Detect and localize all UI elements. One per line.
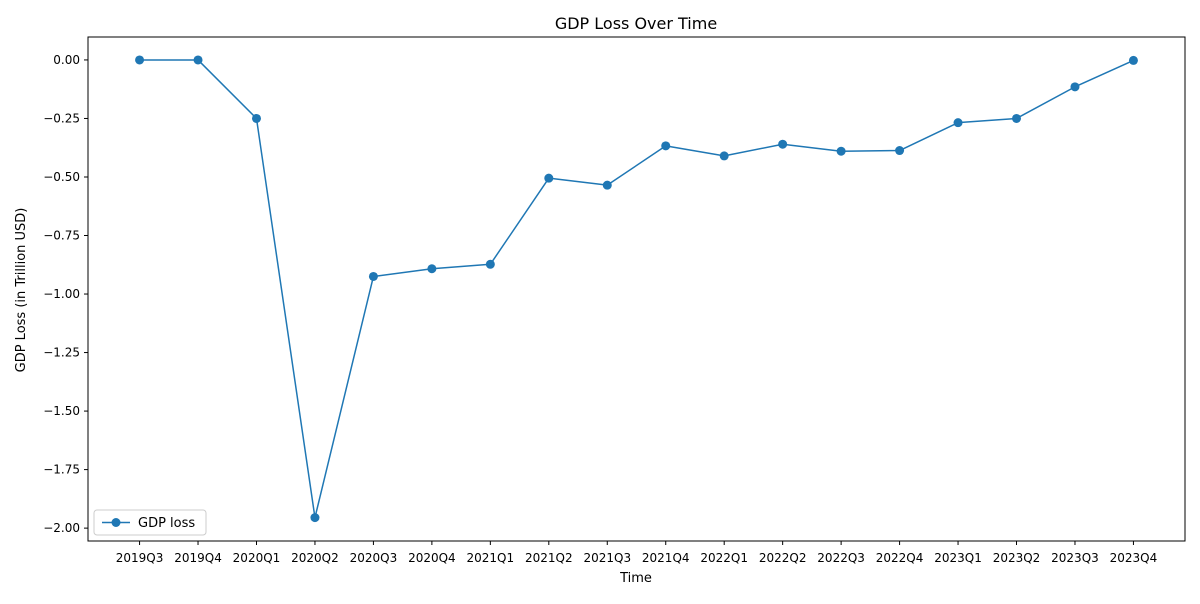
data-point bbox=[1012, 113, 1022, 123]
y-tick-label: −2.00 bbox=[43, 521, 80, 535]
data-point bbox=[1128, 55, 1138, 65]
chart-title: GDP Loss Over Time bbox=[555, 14, 717, 33]
data-point bbox=[778, 139, 788, 149]
x-tick-label: 2020Q3 bbox=[350, 551, 398, 565]
data-point bbox=[1070, 82, 1080, 92]
x-tick-label: 2022Q2 bbox=[759, 551, 807, 565]
x-tick-label: 2021Q4 bbox=[642, 551, 690, 565]
x-tick-label: 2020Q1 bbox=[233, 551, 281, 565]
series-line bbox=[139, 59, 1134, 519]
x-tick-label: 2021Q1 bbox=[467, 551, 515, 565]
x-tick-label: 2023Q1 bbox=[934, 551, 982, 565]
data-point bbox=[836, 146, 846, 156]
x-tick-label: 2022Q4 bbox=[876, 551, 924, 565]
y-tick-label: −1.75 bbox=[43, 463, 80, 477]
y-tick-label: −0.25 bbox=[43, 111, 80, 125]
data-point bbox=[602, 180, 612, 190]
data-point bbox=[485, 259, 495, 269]
y-tick-label: −0.50 bbox=[43, 170, 80, 184]
plot-area: 0.00 −0.25 −0.50 −0.75 −1.00 −1.25 −1.50 −1.75 −… bbox=[43, 36, 1186, 565]
data-point bbox=[251, 113, 261, 123]
x-tick-label: 2021Q2 bbox=[525, 551, 573, 565]
y-tick-label: −0.75 bbox=[43, 229, 80, 243]
legend-box bbox=[93, 509, 207, 536]
y-axis-label: GDP Loss (in Trillion USD) bbox=[14, 208, 29, 373]
legend-label: GDP loss bbox=[138, 516, 195, 531]
x-tick-label: 2023Q2 bbox=[993, 551, 1041, 565]
data-point bbox=[427, 264, 437, 274]
x-tick-label: 2019Q3 bbox=[116, 551, 164, 565]
x-tick-label: 2021Q3 bbox=[583, 551, 631, 565]
x-tick-label: 2022Q1 bbox=[700, 551, 748, 565]
data-point bbox=[310, 513, 320, 523]
data-point bbox=[661, 141, 671, 151]
data-point bbox=[953, 118, 963, 128]
y-tick-label: 0.00 bbox=[53, 53, 80, 67]
legend-marker bbox=[111, 518, 121, 527]
x-tick-label: 2019Q4 bbox=[174, 551, 222, 565]
x-axis-label: Time bbox=[619, 571, 652, 586]
data-point bbox=[895, 146, 905, 156]
data-point bbox=[135, 55, 145, 65]
x-tick-label: 2022Q3 bbox=[817, 551, 865, 565]
y-tick-label: −1.25 bbox=[43, 346, 80, 360]
y-tick-label: −1.50 bbox=[43, 404, 80, 418]
x-tick-label: 2020Q2 bbox=[291, 551, 339, 565]
axes-frame bbox=[87, 36, 1186, 542]
data-point bbox=[193, 55, 203, 65]
data-point bbox=[544, 173, 554, 183]
legend: GDP loss bbox=[93, 509, 207, 536]
x-tick-label: 2023Q3 bbox=[1051, 551, 1099, 565]
y-tick-label: −1.00 bbox=[43, 287, 80, 301]
data-point bbox=[368, 271, 378, 281]
x-tick-label: 2023Q4 bbox=[1110, 551, 1158, 565]
x-tick-label: 2020Q4 bbox=[408, 551, 456, 565]
data-point bbox=[719, 151, 729, 161]
